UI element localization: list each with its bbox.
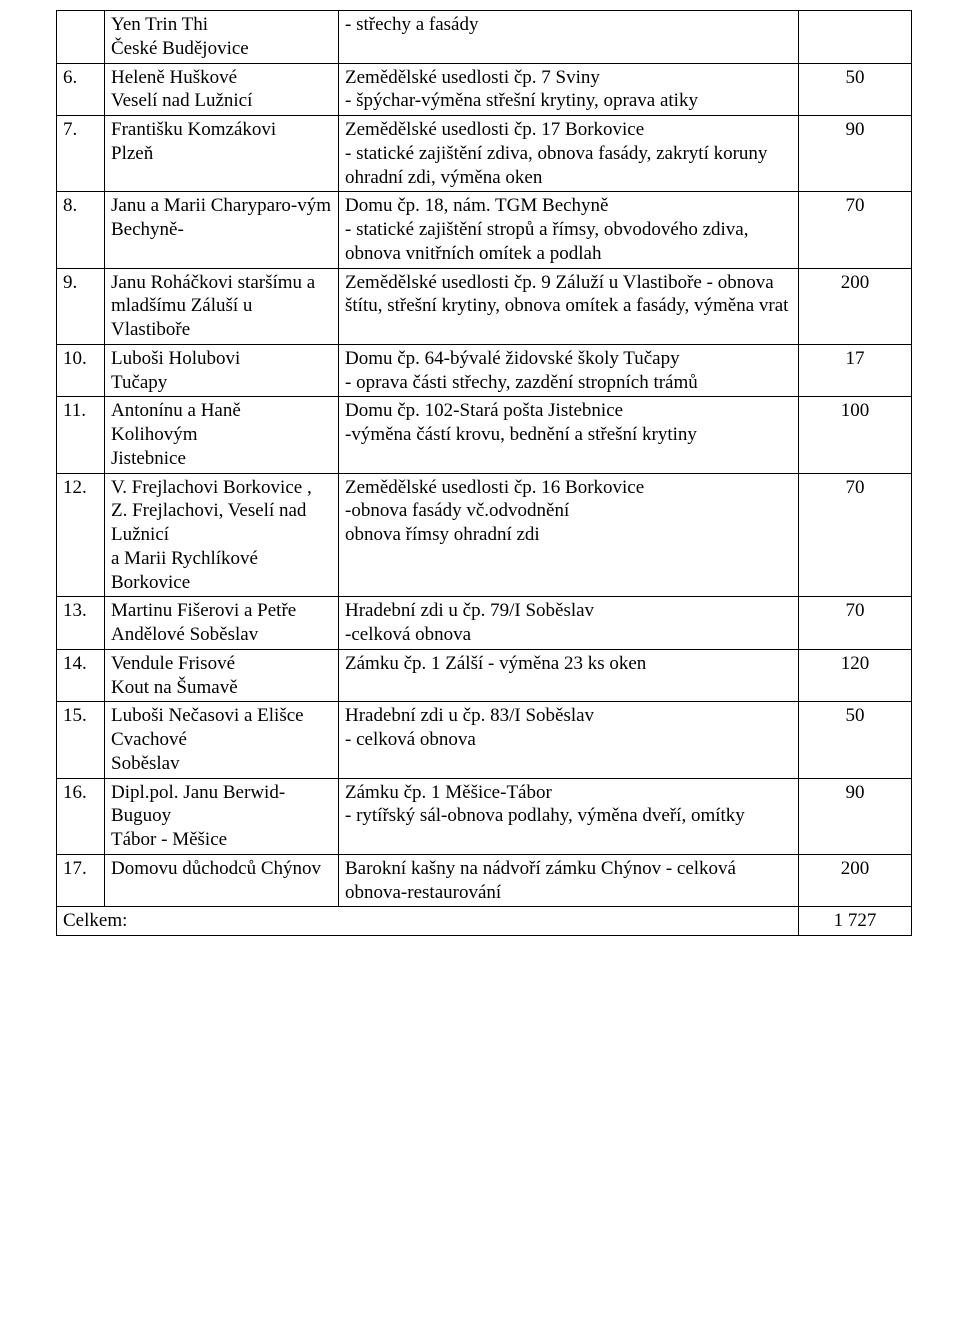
applicant-cell: Františku KomzákoviPlzeň — [105, 116, 339, 192]
description-cell: Domu čp. 102-Stará pošta Jistebnice-výmě… — [339, 397, 799, 473]
row-number: 9. — [57, 268, 105, 344]
row-number — [57, 11, 105, 64]
table-row: 9.Janu Roháčkovi staršímu a mladšímu Zál… — [57, 268, 912, 344]
applicant-cell: Janu Roháčkovi staršímu a mladšímu Záluš… — [105, 268, 339, 344]
description-cell: Hradební zdi u čp. 79/I Soběslav-celková… — [339, 597, 799, 650]
amount-cell: 50 — [799, 63, 912, 116]
amount-cell: 90 — [799, 778, 912, 854]
amount-cell: 120 — [799, 649, 912, 702]
amount-cell: 90 — [799, 116, 912, 192]
table-row: 11.Antonínu a Haně KolihovýmJistebniceDo… — [57, 397, 912, 473]
table-row: Yen Trin ThiČeské Budějovice- střechy a … — [57, 11, 912, 64]
table-row: 7.Františku KomzákoviPlzeňZemědělské use… — [57, 116, 912, 192]
table-row: 16.Dipl.pol. Janu Berwid-BuguoyTábor - M… — [57, 778, 912, 854]
row-number: 13. — [57, 597, 105, 650]
description-cell: Domu čp. 64-bývalé židovské školy Tučapy… — [339, 344, 799, 397]
applicant-cell: V. Frejlachovi Borkovice , Z. Frejlachov… — [105, 473, 339, 597]
amount-cell: 50 — [799, 702, 912, 778]
row-number: 8. — [57, 192, 105, 268]
total-row: Celkem:1 727 — [57, 907, 912, 936]
applicant-cell: Dipl.pol. Janu Berwid-BuguoyTábor - Měši… — [105, 778, 339, 854]
description-cell: Hradební zdi u čp. 83/I Soběslav- celkov… — [339, 702, 799, 778]
amount-cell: 17 — [799, 344, 912, 397]
grants-table: Yen Trin ThiČeské Budějovice- střechy a … — [56, 10, 912, 936]
description-cell: Zemědělské usedlosti čp. 16 Borkovice-ob… — [339, 473, 799, 597]
row-number: 6. — [57, 63, 105, 116]
table-row: 12.V. Frejlachovi Borkovice , Z. Frejlac… — [57, 473, 912, 597]
applicant-cell: Janu a Marii Charyparo-výmBechyně- — [105, 192, 339, 268]
table-row: 15.Luboši Nečasovi a Elišce CvachovéSobě… — [57, 702, 912, 778]
total-label: Celkem: — [57, 907, 799, 936]
row-number: 11. — [57, 397, 105, 473]
table-row: 14.Vendule FrisovéKout na ŠumavěZámku čp… — [57, 649, 912, 702]
total-value: 1 727 — [799, 907, 912, 936]
amount-cell: 70 — [799, 473, 912, 597]
row-number: 12. — [57, 473, 105, 597]
row-number: 15. — [57, 702, 105, 778]
table-row: 10. Luboši HoluboviTučapy Domu čp. 64-bý… — [57, 344, 912, 397]
description-cell: Zámku čp. 1 Zálší - výměna 23 ks oken — [339, 649, 799, 702]
amount-cell: 200 — [799, 854, 912, 907]
row-number: 16. — [57, 778, 105, 854]
amount-cell: 70 — [799, 597, 912, 650]
row-number: 10. — [57, 344, 105, 397]
applicant-cell: Luboši HoluboviTučapy — [105, 344, 339, 397]
row-number: 14. — [57, 649, 105, 702]
applicant-cell: Antonínu a Haně KolihovýmJistebnice — [105, 397, 339, 473]
amount-cell — [799, 11, 912, 64]
applicant-cell: Yen Trin ThiČeské Budějovice — [105, 11, 339, 64]
description-cell: Zemědělské usedlosti čp. 17 Borkovice- s… — [339, 116, 799, 192]
amount-cell: 200 — [799, 268, 912, 344]
applicant-cell: Martinu Fišerovi a Petře Andělové Soběsl… — [105, 597, 339, 650]
applicant-cell: Vendule FrisovéKout na Šumavě — [105, 649, 339, 702]
applicant-cell: Luboši Nečasovi a Elišce CvachovéSoběsla… — [105, 702, 339, 778]
applicant-cell: Heleně HuškovéVeselí nad Lužnicí — [105, 63, 339, 116]
amount-cell: 70 — [799, 192, 912, 268]
description-cell: Zemědělské usedlosti čp. 9 Záluží u Vlas… — [339, 268, 799, 344]
description-cell: - střechy a fasády — [339, 11, 799, 64]
table-row: 17.Domovu důchodců ChýnovBarokní kašny n… — [57, 854, 912, 907]
description-cell: Zámku čp. 1 Měšice-Tábor- rytířský sál-o… — [339, 778, 799, 854]
table-row: 8.Janu a Marii Charyparo-výmBechyně-Domu… — [57, 192, 912, 268]
description-cell: Barokní kašny na nádvoří zámku Chýnov - … — [339, 854, 799, 907]
applicant-cell: Domovu důchodců Chýnov — [105, 854, 339, 907]
row-number: 7. — [57, 116, 105, 192]
amount-cell: 100 — [799, 397, 912, 473]
table-row: 13.Martinu Fišerovi a Petře Andělové Sob… — [57, 597, 912, 650]
description-cell: Zemědělské usedlosti čp. 7 Sviny- špýcha… — [339, 63, 799, 116]
row-number: 17. — [57, 854, 105, 907]
table-row: 6.Heleně HuškovéVeselí nad Lužnicí Zeměd… — [57, 63, 912, 116]
description-cell: Domu čp. 18, nám. TGM Bechyně- statické … — [339, 192, 799, 268]
